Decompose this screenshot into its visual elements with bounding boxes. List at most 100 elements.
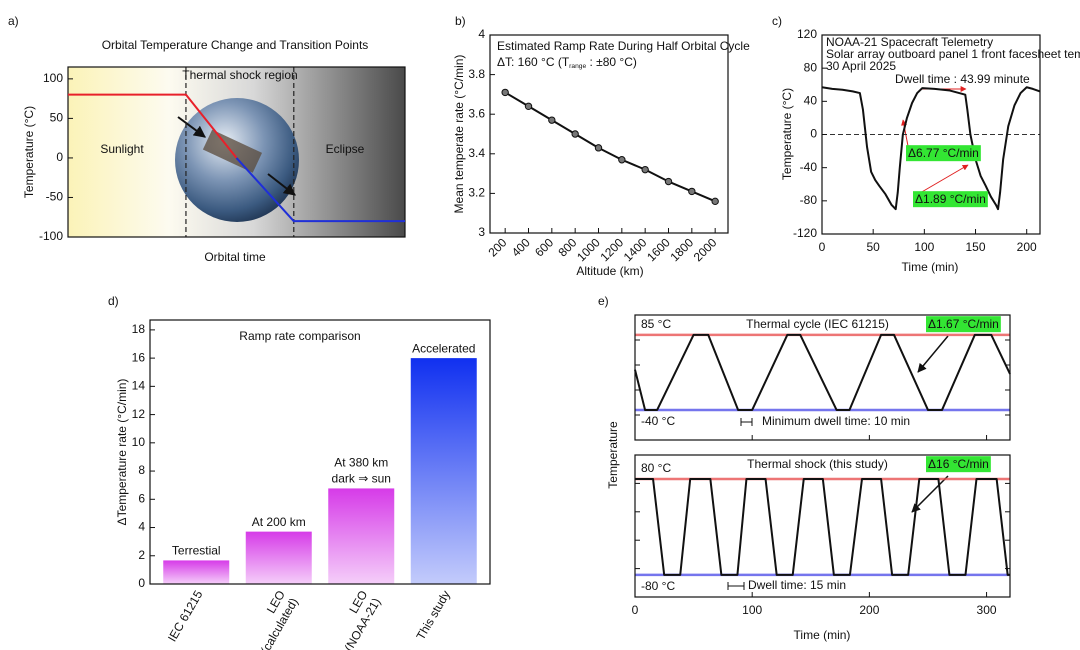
- point: [688, 187, 696, 196]
- y-axis-label: Temperature (°C): [22, 106, 36, 198]
- x-tick-label-line: IEC 61215: [165, 588, 206, 644]
- y-tick-label: -40: [800, 160, 818, 174]
- bar-label: dark ⇒ sun: [332, 472, 391, 486]
- y-axis-label: ΔTemperature rate (°C/min): [115, 379, 129, 526]
- x-tick-label: 1600: [644, 235, 673, 264]
- x-axis-label: Time (min): [902, 260, 959, 274]
- dwell-label: Minimum dwell time: 10 min: [762, 414, 910, 428]
- bar-label: Accelerated: [412, 341, 475, 355]
- x-tick-label: 200: [1017, 240, 1037, 254]
- y-axis-label: Temperature (°C): [780, 88, 794, 180]
- y-tick-label: 6: [138, 491, 145, 505]
- panel-label: a): [8, 14, 19, 28]
- annotation: 30 April 2025: [826, 59, 896, 73]
- panel-label: e): [598, 294, 609, 308]
- y-axis-label: Mean temperate rate (°C/min): [452, 55, 466, 214]
- line: [635, 477, 1010, 576]
- y-tick-label: 2: [138, 548, 145, 562]
- level-label: -40 °C: [641, 414, 675, 428]
- y-tick-label: 0: [138, 576, 145, 590]
- y-tick-label: 3.8: [468, 67, 485, 81]
- arrow: [911, 475, 949, 513]
- level-label: -80 °C: [641, 579, 675, 593]
- rate-label: Δ1.67 °C/min: [928, 317, 999, 331]
- plot-frame: [634, 454, 1011, 598]
- plot-frame: [634, 314, 1011, 441]
- annotation-part: ΔT: 160 °C (T: [497, 55, 570, 69]
- point: [711, 197, 719, 206]
- line: [504, 91, 716, 203]
- plot-frame: [489, 34, 729, 234]
- bar-label: At 200 km: [252, 515, 306, 529]
- y-tick-label: 8: [138, 463, 145, 477]
- annotation: Solar array outboard panel 1 front faces…: [826, 47, 1080, 61]
- chart-title: Orbital Temperature Change and Transitio…: [102, 38, 369, 52]
- x-tick-label: 1800: [667, 235, 696, 264]
- x-tick-label: 150: [966, 240, 986, 254]
- x-tick-label: 300: [977, 603, 997, 617]
- panel-label: d): [108, 294, 119, 308]
- annotation: Thermal shock region: [182, 68, 297, 82]
- x-tick-label: 2000: [691, 235, 720, 264]
- label-box: [906, 145, 981, 162]
- subplot-title: Thermal shock (this study): [747, 457, 888, 471]
- y-tick-label: 16: [132, 350, 146, 364]
- arrow: [177, 116, 206, 138]
- y-tick-label: 120: [797, 27, 817, 41]
- x-tick-label: 100: [914, 240, 934, 254]
- annotation: Estimated Ramp Rate During Half Orbital …: [497, 39, 750, 53]
- x-axis-label: Time (min): [794, 628, 851, 642]
- y-tick-label: 0: [56, 150, 63, 164]
- annotation: NOAA-21 Spacecraft Telemetry: [826, 35, 993, 49]
- line: [68, 93, 238, 159]
- annotation: Eclipse: [326, 142, 365, 156]
- bar-label: At 380 km: [334, 456, 388, 470]
- x-tick-label: 0: [632, 603, 639, 617]
- y-tick-label: 4: [478, 27, 485, 41]
- line: [821, 86, 1041, 211]
- arrow: [267, 173, 296, 196]
- arrow: [901, 119, 909, 147]
- x-tick-label: 50: [866, 240, 880, 254]
- point: [594, 144, 603, 152]
- x-tick-label: 1000: [574, 235, 603, 264]
- x-tick-label: LEO(calculated): [245, 588, 301, 650]
- y-tick-label: 18: [132, 322, 146, 336]
- panel-label: b): [455, 14, 466, 28]
- line: [634, 333, 1011, 411]
- y-tick-label: -80: [800, 193, 818, 207]
- y-tick-label: 50: [50, 111, 64, 125]
- y-tick-label: -120: [793, 226, 817, 240]
- label-box: [913, 191, 988, 208]
- point: [664, 177, 673, 186]
- y-tick-label: 3.2: [468, 186, 485, 200]
- level-label: 80 °C: [641, 461, 671, 475]
- y-tick-label: 3.4: [468, 146, 485, 160]
- point: [548, 116, 556, 124]
- point: [641, 165, 649, 174]
- chart-title: Ramp rate comparison: [239, 329, 360, 343]
- y-tick-label: 80: [804, 60, 818, 74]
- x-tick-label: 200: [485, 235, 509, 259]
- y-tick-label: 12: [132, 407, 146, 421]
- x-tick-label: 100: [742, 603, 762, 617]
- dwell-label: Dwell time: 15 min: [748, 578, 846, 592]
- y-tick-label: 10: [132, 435, 146, 449]
- annotation: Δ1.89 °C/min: [915, 192, 986, 206]
- dwell-bracket: [740, 418, 753, 426]
- bar: [328, 488, 395, 584]
- x-axis-label: Orbital time: [204, 250, 266, 264]
- satellite: [202, 129, 263, 173]
- rate-label: Δ16 °C/min: [928, 457, 989, 471]
- x-tick-label: 600: [532, 235, 556, 259]
- plot-frame: [67, 66, 406, 238]
- x-tick-label-line: This study: [414, 588, 453, 642]
- x-tick-label: 200: [859, 603, 879, 617]
- x-tick-label: This study: [414, 588, 453, 642]
- level-label: 85 °C: [641, 317, 671, 331]
- point: [571, 130, 579, 138]
- x-tick-label: 1200: [597, 235, 626, 264]
- label-box: [926, 456, 991, 473]
